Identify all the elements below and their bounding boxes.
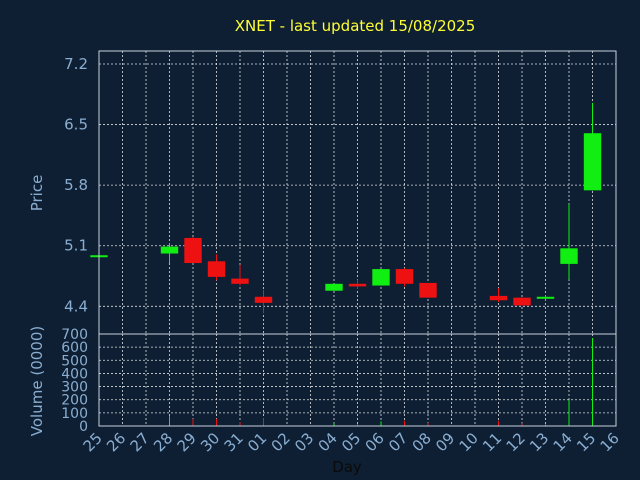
day-tick-label: 09 <box>432 429 458 455</box>
candle-14 <box>560 204 578 280</box>
day-tick-label: 05 <box>338 429 364 455</box>
day-tick-label: 30 <box>197 429 223 455</box>
day-tick-label: 07 <box>385 429 411 455</box>
volume-tick-label: 0 <box>79 419 88 435</box>
candle-06 <box>372 269 390 286</box>
candle-04 <box>325 283 343 291</box>
candle-body <box>348 283 367 287</box>
day-tick-label: 26 <box>103 429 129 455</box>
candle-body <box>372 269 390 286</box>
day-tick-label: 08 <box>409 429 435 455</box>
volume-axis-label: Volume (0000) <box>28 326 46 436</box>
candle-body <box>419 282 437 298</box>
day-tick-label: 06 <box>362 429 388 455</box>
candle-13 <box>536 295 555 301</box>
candle-body <box>231 278 249 284</box>
candle-15 <box>583 102 602 191</box>
candle-body <box>395 269 414 284</box>
candle-body <box>513 297 531 306</box>
volume-tick-label: 200 <box>61 393 88 409</box>
candle-body <box>583 133 602 191</box>
volume-tick-label: 300 <box>61 380 88 396</box>
candle-11 <box>489 288 508 302</box>
day-tick-label: 29 <box>174 429 200 455</box>
day-tick-label: 01 <box>244 429 270 455</box>
candle-30 <box>207 254 226 281</box>
candle-body <box>325 283 343 291</box>
candle-01 <box>254 289 273 314</box>
day-tick-label: 13 <box>526 429 552 455</box>
day-tick-label: 11 <box>479 429 505 455</box>
day-tick-label: 04 <box>315 429 341 455</box>
candle-07 <box>395 268 414 287</box>
day-tick-label: 31 <box>221 429 247 455</box>
volume-tick-label: 600 <box>61 340 88 356</box>
candle-body <box>254 296 273 303</box>
candle-29 <box>184 237 202 264</box>
candle-05 <box>348 279 367 289</box>
volume-tick-label: 400 <box>61 366 88 382</box>
day-tick-label: 10 <box>456 429 482 455</box>
candle-body <box>207 261 226 277</box>
day-tick-label: 15 <box>573 429 599 455</box>
candle-body <box>489 295 508 301</box>
volume-tick-label: 500 <box>61 353 88 369</box>
candle-28 <box>160 243 179 264</box>
day-tick-label: 03 <box>291 429 317 455</box>
candle-08 <box>419 282 437 298</box>
day-tick-label: 27 <box>127 429 153 455</box>
candle-body <box>560 248 578 264</box>
volume-tick-label: 100 <box>61 406 88 422</box>
price-tick-label: 5.8 <box>64 176 88 194</box>
day-tick-label: 28 <box>150 429 176 455</box>
candle-body <box>160 246 179 254</box>
price-tick-label: 5.1 <box>64 237 88 255</box>
price-tick-label: 7.2 <box>64 55 88 73</box>
candle-31 <box>231 264 249 286</box>
candle-12 <box>513 297 531 306</box>
day-tick-label: 16 <box>597 429 623 455</box>
candle-body <box>184 237 202 264</box>
day-tick-label: 02 <box>268 429 294 455</box>
volume-plot-frame <box>98 333 617 427</box>
day-tick-label: 14 <box>550 429 576 455</box>
volume-tick-label: 700 <box>61 327 88 343</box>
day-axis: 2526272829303101020304050607080910111213… <box>80 429 623 455</box>
day-tick-label: 12 <box>503 429 529 455</box>
day-axis-label: Day <box>332 458 362 476</box>
price-panel: 7.2 6.5 5.8 5.1 4.4 Price <box>28 50 617 335</box>
price-axis-label: Price <box>28 175 46 212</box>
price-tick-label: 6.5 <box>64 116 88 134</box>
price-tick-label: 4.4 <box>64 297 88 315</box>
chart-title: XNET - last updated 15/08/2025 <box>235 17 476 35</box>
candle-body <box>536 296 555 299</box>
